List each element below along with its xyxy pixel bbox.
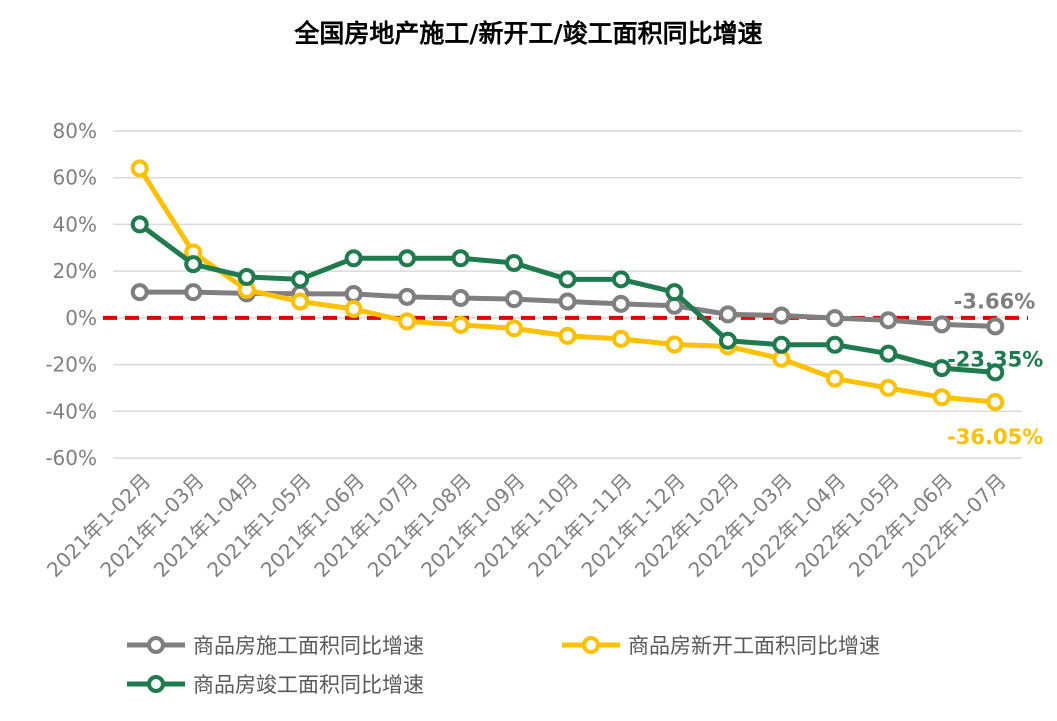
series-end-label: -36.05% xyxy=(947,425,1043,449)
series-end-label: -23.35% xyxy=(947,347,1043,371)
data-point xyxy=(130,215,149,234)
gridlines xyxy=(113,130,1022,459)
data-point xyxy=(558,270,577,289)
y-tick-label: 40% xyxy=(53,212,97,236)
data-point xyxy=(825,369,844,388)
data-point xyxy=(718,331,737,350)
data-point xyxy=(398,312,417,331)
data-point xyxy=(932,315,951,334)
data-point xyxy=(665,283,684,302)
legend-marker xyxy=(147,675,165,693)
data-point xyxy=(611,270,630,289)
legend-marker xyxy=(147,636,165,654)
data-point xyxy=(932,359,951,378)
data-point xyxy=(772,349,791,368)
data-point xyxy=(184,255,203,274)
end-labels: -3.66% -36.05% -23.35% xyxy=(947,289,1043,449)
data-point xyxy=(451,249,470,268)
legend-label: 商品房新开工面积同比增速 xyxy=(628,634,880,658)
data-point xyxy=(665,335,684,354)
data-point xyxy=(291,292,310,311)
data-point xyxy=(825,335,844,354)
data-point xyxy=(825,309,844,328)
y-tick-label: 80% xyxy=(53,119,97,143)
data-point xyxy=(879,311,898,330)
chart-title: 全国房地产施工/新开工/竣工面积同比增速 xyxy=(294,19,763,48)
data-point xyxy=(237,267,256,286)
series-end-label: -3.66% xyxy=(954,289,1036,313)
data-point xyxy=(451,315,470,334)
data-point xyxy=(130,159,149,178)
data-point xyxy=(879,344,898,363)
data-point xyxy=(772,335,791,354)
legend-label: 商品房施工面积同比增速 xyxy=(193,634,424,658)
legend-label: 商品房竣工面积同比增速 xyxy=(193,673,424,697)
data-point xyxy=(505,319,524,338)
data-point xyxy=(398,287,417,306)
y-tick-label: 0% xyxy=(65,306,97,330)
data-point xyxy=(505,290,524,309)
data-point xyxy=(130,283,149,302)
y-tick-label: -60% xyxy=(45,446,97,470)
y-tick-label: 60% xyxy=(53,166,97,190)
data-point xyxy=(986,317,1005,336)
legend-item: 商品房竣工面积同比增速 xyxy=(127,673,424,697)
legend-item: 商品房施工面积同比增速 xyxy=(127,634,424,658)
data-point xyxy=(718,305,737,324)
y-tick-label: -40% xyxy=(45,399,97,423)
data-point xyxy=(932,388,951,407)
data-point xyxy=(986,393,1005,412)
data-point xyxy=(451,289,470,308)
data-point xyxy=(344,299,363,318)
data-point xyxy=(558,292,577,311)
y-tick-label: -20% xyxy=(45,353,97,377)
legend-marker xyxy=(582,636,600,654)
data-point xyxy=(505,253,524,272)
x-axis-ticks: 2021年1-02月2021年1-03月2021年1-04月2021年1-05月… xyxy=(42,469,1011,582)
legend-item: 商品房新开工面积同比增速 xyxy=(562,634,880,658)
series-lines xyxy=(130,159,1005,412)
data-point xyxy=(184,283,203,302)
data-point xyxy=(879,378,898,397)
data-point xyxy=(398,249,417,268)
data-point xyxy=(344,285,363,304)
data-point xyxy=(558,326,577,345)
data-point xyxy=(772,306,791,325)
data-point xyxy=(986,363,1005,382)
y-axis-ticks: 80% 60% 40% 20% 0% -20% -40% -60% xyxy=(45,119,97,470)
y-tick-label: 20% xyxy=(53,259,97,283)
data-point xyxy=(611,294,630,313)
data-point xyxy=(611,329,630,348)
data-point xyxy=(291,270,310,289)
data-point xyxy=(344,249,363,268)
